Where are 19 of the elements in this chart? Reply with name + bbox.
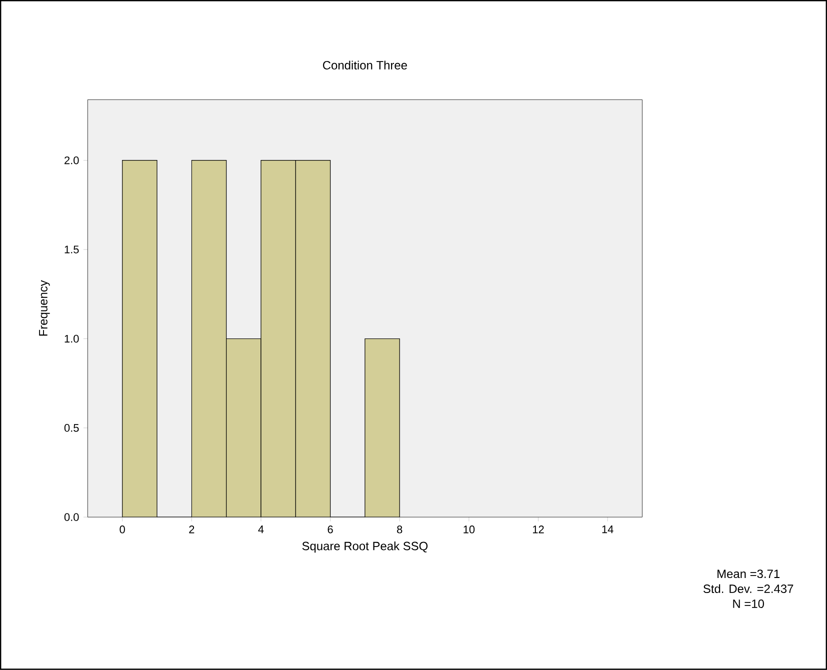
x-tick-label: 14 <box>602 526 614 534</box>
x-tick-label: 4 <box>258 526 264 534</box>
y-tick-label: 2.0 <box>64 156 79 164</box>
x-tick-label: 6 <box>328 526 333 534</box>
y-tick-label: 0.5 <box>64 424 79 432</box>
y-tick-label: 1.5 <box>64 246 79 254</box>
text: N =10 <box>733 600 764 608</box>
x-tick-label: 8 <box>397 526 402 534</box>
x-tick-label: 2 <box>189 526 194 534</box>
x-tick-label: 12 <box>532 526 544 534</box>
y-axis-title: Frequency <box>39 280 50 336</box>
x-axis-title: Square Root Peak SSQ <box>302 542 428 553</box>
chart-title: Condition Three <box>322 60 407 70</box>
y-tick-label: 0.0 <box>64 513 79 522</box>
text: Std. Dev. =2.437 <box>703 584 794 594</box>
text: Mean =3.71 <box>718 570 780 578</box>
x-tick-label: 0 <box>120 526 125 534</box>
x-tick-label: 10 <box>464 526 475 534</box>
y-tick-label: 1.0 <box>64 334 79 343</box>
